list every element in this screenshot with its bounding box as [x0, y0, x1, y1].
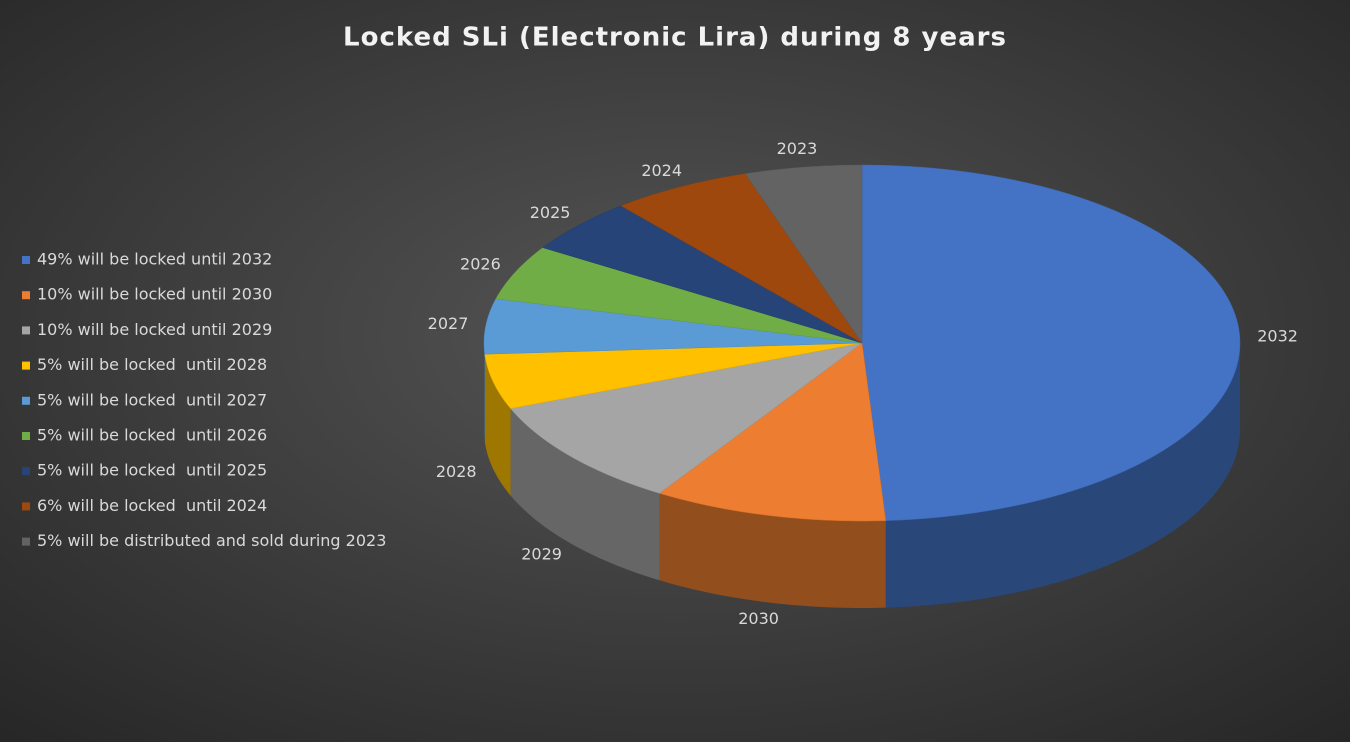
- legend-swatch: [22, 326, 30, 335]
- legend-label: 6% will be locked until 2024: [37, 496, 267, 515]
- legend-label: 10% will be locked until 2029: [37, 320, 272, 339]
- slice: [495, 247, 863, 344]
- data-label: 2026: [460, 255, 501, 274]
- slice: [483, 298, 863, 355]
- slice: [484, 342, 863, 409]
- data-label: 2032: [1257, 326, 1298, 345]
- slice: [620, 173, 863, 344]
- legend-swatch: [22, 361, 30, 370]
- legend-label: 5% will be distributed and sold during 2…: [37, 531, 386, 550]
- legend-swatch: [22, 502, 30, 511]
- slice-side: [885, 343, 1240, 608]
- slice-side: [659, 493, 886, 608]
- data-label: 2024: [641, 161, 682, 180]
- legend-swatch: [22, 291, 30, 300]
- legend-label: 10% will be locked until 2030: [37, 285, 272, 304]
- slice-side: [484, 354, 511, 496]
- legend-label: 5% will be locked until 2026: [37, 426, 267, 445]
- legend-label: 5% will be locked until 2027: [37, 390, 267, 409]
- slice-side: [484, 343, 485, 442]
- legend-swatch: [22, 396, 30, 405]
- legend-swatch: [22, 467, 30, 476]
- legend-label: 5% will be locked until 2025: [37, 461, 267, 480]
- slice: [510, 342, 863, 494]
- data-label: 2025: [530, 203, 571, 222]
- legend-label: 5% will be locked until 2028: [37, 355, 267, 374]
- chart-title: Locked SLi (Electronic Lira) during 8 ye…: [343, 23, 1007, 53]
- legend-swatch: [22, 537, 30, 546]
- data-label: 2027: [428, 314, 469, 333]
- data-label: 2029: [521, 544, 562, 563]
- legend-swatch: [22, 432, 30, 440]
- legend-label: 49% will be locked until 2032: [37, 250, 272, 269]
- slice: [658, 342, 887, 522]
- data-label: 2030: [738, 609, 779, 628]
- legend-swatch: [22, 256, 30, 264]
- slice: [861, 164, 1241, 521]
- slice: [542, 205, 863, 344]
- slice: [744, 164, 863, 344]
- data-label: 2023: [777, 139, 818, 158]
- slice-side: [510, 408, 660, 581]
- data-label: 2028: [436, 462, 477, 481]
